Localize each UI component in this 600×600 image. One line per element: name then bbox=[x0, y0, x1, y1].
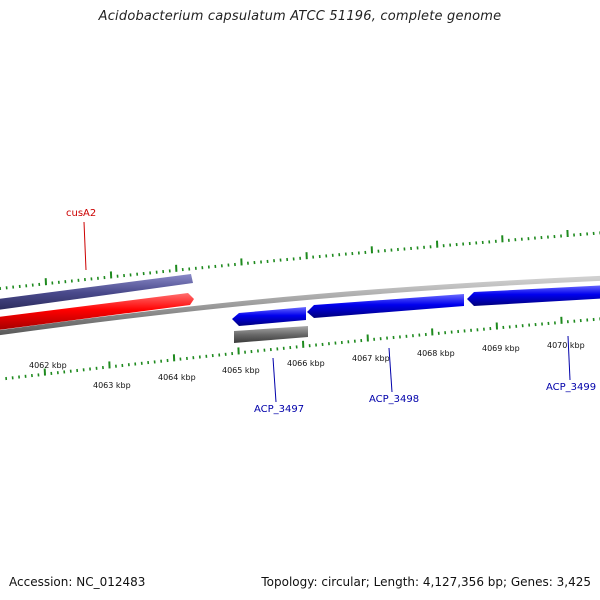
tick-label: 4062 kbp bbox=[29, 361, 67, 370]
gene-bar-cusA2[interactable] bbox=[0, 274, 193, 311]
tick-label: 4063 kbp bbox=[93, 381, 131, 390]
tick-label: 4064 kbp bbox=[158, 373, 196, 382]
cds-arrow-cusA2[interactable] bbox=[0, 293, 194, 331]
genome-title: Acidobacterium capsulatum ATCC 51196, co… bbox=[98, 9, 502, 24]
gene-label-cusA2-group[interactable]: cusA2 bbox=[66, 208, 96, 271]
gene-label-ACP_3497[interactable]: ACP_3497 bbox=[254, 404, 304, 415]
cds-arrow-ACP_3498[interactable] bbox=[307, 294, 464, 318]
tick-label: 4067 kbp bbox=[352, 354, 390, 363]
gene-label-ACP_3498-group[interactable]: ACP_3498 bbox=[369, 347, 419, 405]
cds-arrow-ACP_3499[interactable] bbox=[467, 285, 600, 306]
tick-label: 4068 kbp bbox=[417, 349, 455, 358]
tick-label-group: 4062 kbp 4063 kbp 4064 kbp 4065 kbp 4066… bbox=[29, 341, 585, 390]
cds-arrow-ACP_3497[interactable] bbox=[232, 307, 306, 326]
gene-label-ACP_3498[interactable]: ACP_3498 bbox=[369, 394, 419, 405]
outer-tick-ring bbox=[0, 229, 600, 291]
inner-tick-ring bbox=[5, 316, 600, 381]
genome-summary: Topology: circular; Length: 4,127,356 bp… bbox=[261, 575, 591, 589]
gene-label-cusA2[interactable]: cusA2 bbox=[66, 208, 96, 219]
genome-backbone bbox=[0, 275, 600, 336]
tick-label: 4065 kbp bbox=[222, 366, 260, 375]
gene-bar-ACP_3497[interactable] bbox=[234, 326, 308, 343]
accession-label: Accession: NC_012483 bbox=[9, 575, 146, 589]
gene-label-ACP_3499[interactable]: ACP_3499 bbox=[546, 382, 596, 393]
gene-label-ACP_3499-group[interactable]: ACP_3499 bbox=[546, 335, 596, 393]
tick-label: 4069 kbp bbox=[482, 344, 520, 353]
tick-label: 4070 kbp bbox=[547, 341, 585, 350]
gene-label-ACP_3497-group[interactable]: ACP_3497 bbox=[254, 357, 304, 415]
tick-label: 4066 kbp bbox=[287, 359, 325, 368]
